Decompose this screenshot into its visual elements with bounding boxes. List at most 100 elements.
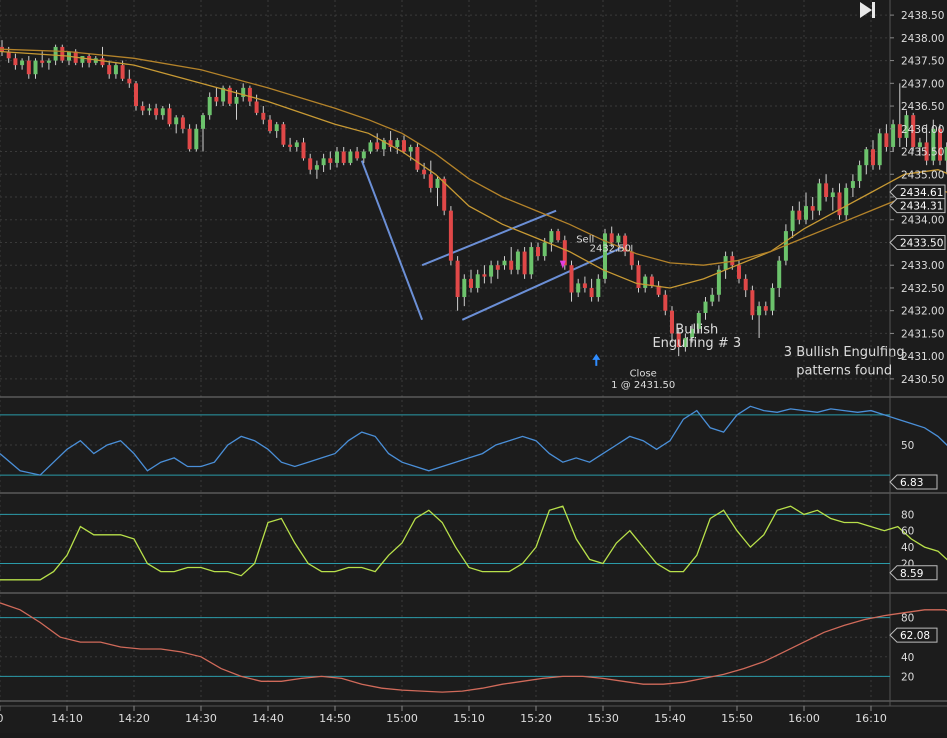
candle-body	[381, 140, 386, 150]
step-forward-icon[interactable]	[860, 2, 875, 18]
candle-body	[80, 56, 85, 63]
candle-body	[569, 265, 574, 293]
price-tag	[889, 184, 946, 200]
candle-body	[576, 283, 581, 293]
candle-body	[824, 183, 829, 197]
candle-body	[542, 242, 547, 257]
candle-body	[274, 124, 279, 132]
candle-body	[355, 151, 360, 159]
candle-body	[268, 119, 272, 132]
y-tick-label: 2430.50	[901, 374, 944, 386]
y-tick-label: 80	[901, 613, 914, 625]
candle-body	[515, 251, 520, 270]
candle-body	[53, 46, 58, 61]
candle-body	[938, 128, 942, 161]
oscillator-value-tag	[889, 474, 938, 490]
candle-body	[696, 312, 701, 329]
candle-body	[221, 87, 226, 102]
candle-body	[777, 260, 782, 288]
oscillator-value-tag	[889, 627, 938, 643]
candle-body	[422, 169, 427, 175]
candle-body	[154, 108, 159, 116]
candle-body	[207, 96, 212, 116]
candle-body	[529, 247, 534, 275]
y-tick-label: 2433.00	[901, 260, 944, 272]
oscillator-line	[0, 405, 947, 476]
candle-body	[180, 117, 185, 129]
candle-body	[6, 51, 11, 59]
trend-line	[461, 246, 624, 321]
candle-body	[281, 124, 286, 145]
sell-price-label: 2432.50	[590, 244, 631, 255]
x-tick-label: 16:10	[855, 712, 887, 725]
candle-body	[549, 231, 554, 243]
candle-body	[810, 206, 815, 211]
x-tick-label: 15:50	[721, 712, 753, 725]
x-tick-label: 14:50	[319, 712, 351, 725]
x-tick-label: 0	[0, 712, 4, 725]
oscillator-value-tag	[889, 565, 938, 581]
pattern-number-label: Engulfing # 3	[652, 336, 741, 351]
candle-body	[871, 149, 875, 166]
candle-body	[482, 274, 487, 277]
candle-body	[817, 183, 822, 211]
candle-body	[944, 146, 947, 161]
candle-body	[435, 178, 440, 188]
price-tag-label: 2434.61	[900, 187, 943, 199]
candle-body	[623, 235, 628, 252]
candle-body	[308, 158, 313, 170]
candle-body	[368, 142, 373, 152]
candle-body	[670, 310, 674, 334]
candle-body	[167, 108, 172, 125]
candle-body	[683, 337, 688, 348]
candle-body	[757, 306, 762, 316]
sell-label: Sell	[576, 234, 594, 245]
candle-body	[415, 146, 420, 170]
trend-line	[360, 160, 424, 321]
candle-body	[710, 294, 715, 302]
candle-body	[46, 60, 51, 63]
candle-body	[120, 65, 125, 79]
candle-body	[335, 151, 339, 163]
y-tick-label: 2437.50	[901, 56, 944, 68]
x-tick-label: 15:00	[386, 712, 418, 725]
candle-body	[395, 140, 400, 147]
sell-arrow-icon	[559, 260, 566, 269]
candle-body	[160, 108, 165, 116]
candle-body	[562, 240, 567, 266]
candle-body	[462, 278, 467, 298]
candle-body	[442, 178, 447, 211]
candle-body	[140, 106, 145, 111]
y-tick-label: 2432.00	[901, 306, 944, 318]
y-tick-label: 2434.00	[901, 215, 944, 227]
y-tick-label: 2436.00	[901, 124, 944, 136]
y-tick-label: 40	[901, 652, 914, 664]
y-tick-label: 50	[901, 440, 914, 452]
candle-body	[770, 287, 775, 311]
candle-body	[495, 265, 500, 270]
candle-body	[596, 278, 601, 298]
y-tick-label: 2432.50	[901, 283, 944, 295]
oscillator-line	[0, 602, 947, 693]
candle-body	[20, 60, 25, 66]
candle-body	[804, 206, 808, 220]
moving-average-line	[0, 48, 947, 266]
candle-body	[187, 128, 192, 150]
candle-body	[844, 187, 849, 216]
candle-body	[201, 115, 205, 129]
candle-body	[663, 294, 668, 311]
candle-body	[93, 58, 98, 63]
close-label: Close	[630, 369, 657, 380]
candle-body	[469, 278, 473, 288]
candle-body	[850, 181, 855, 188]
candle-body	[556, 231, 561, 241]
candle-body	[743, 278, 748, 291]
candle-body	[341, 151, 346, 163]
candle-body	[247, 87, 252, 102]
y-tick-label: 2435.50	[901, 147, 944, 159]
candle-body	[107, 65, 112, 75]
candle-body	[536, 247, 540, 257]
candle-body	[261, 112, 266, 120]
moving-average-line	[0, 50, 947, 289]
candle-body	[676, 333, 681, 348]
